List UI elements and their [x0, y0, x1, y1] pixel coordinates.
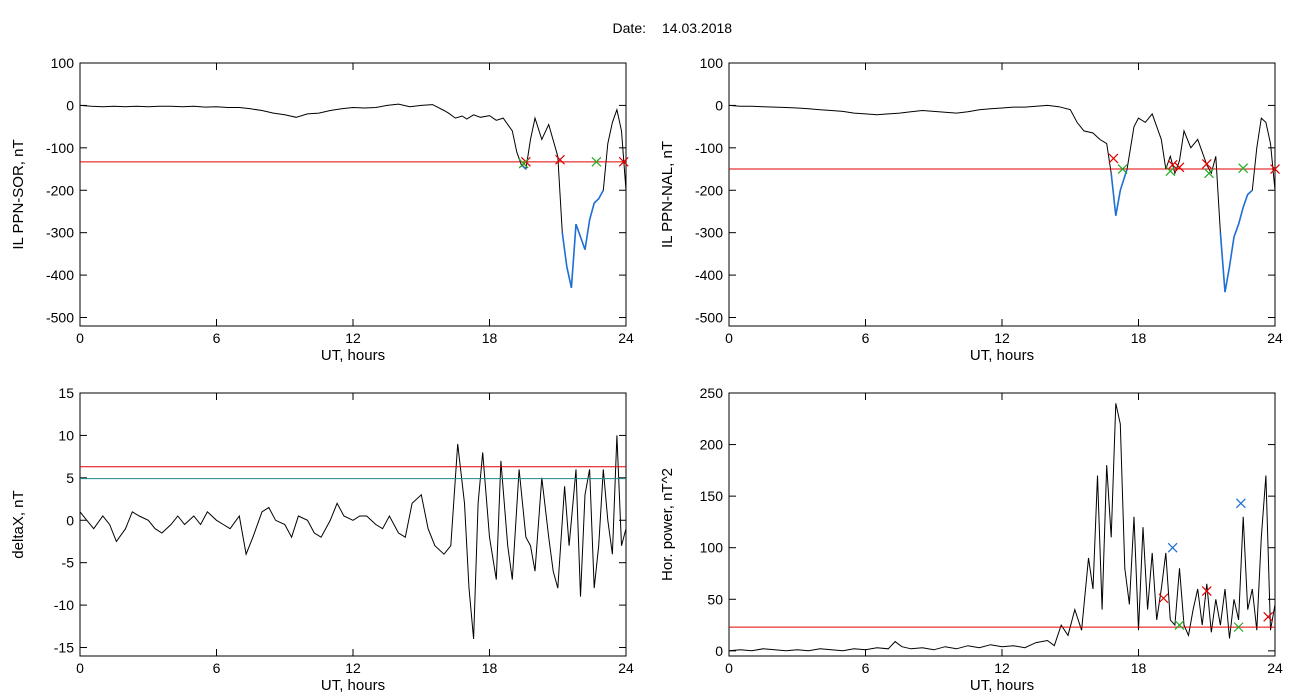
- y-tick-label: -500: [46, 310, 74, 326]
- y-tick-label: 100: [700, 540, 724, 556]
- series-line-0: [729, 403, 1275, 652]
- chart-panel-bl: 0 6 12 18 24 15 10 5 0 -5 -10 -15 UT, hours deltaX, n…: [10, 385, 634, 694]
- y-tick-label: 5: [66, 470, 74, 486]
- marker-green: [591, 156, 602, 167]
- x-tick-label: 0: [725, 330, 733, 346]
- x-tick-label: 18: [482, 330, 498, 346]
- x-axis-label: UT, hours: [321, 347, 385, 364]
- x-tick-label: 12: [345, 660, 361, 676]
- plot-frame: [79, 62, 627, 327]
- y-tick-label: -5: [62, 555, 75, 571]
- plot-area: [729, 104, 1275, 293]
- y-tick-label: -10: [54, 597, 74, 613]
- marker-blue: [1235, 498, 1246, 509]
- marker-red: [618, 156, 629, 167]
- y-tick-label: 150: [700, 488, 724, 504]
- x-tick-label: 12: [994, 660, 1010, 676]
- y-tick-label: -200: [695, 182, 723, 198]
- plot-frame: [728, 62, 1276, 327]
- chart-panel-tl: 0 6 12 18 24 100 0 -100 -200 -300 -400 -500 UT, hour…: [10, 55, 634, 364]
- series-line-0: [80, 435, 626, 640]
- marker-red: [1263, 611, 1274, 622]
- y-axis-label: Hor. power, nT^2: [659, 468, 676, 581]
- y-axis-label: IL PPN-NAL, nT: [659, 141, 676, 248]
- x-tick-label: 24: [1267, 330, 1283, 346]
- y-tick-label: -400: [695, 267, 723, 283]
- plot-area: [80, 103, 626, 288]
- chart-panel-br: 0 6 12 18 24 250 200 150 100 50 0 UT, hours Hor. pow…: [659, 385, 1283, 694]
- plot-area: [80, 435, 626, 640]
- y-tick-label: -100: [695, 140, 723, 156]
- y-tick-label: 100: [51, 55, 75, 71]
- marker-red: [1270, 164, 1280, 174]
- plot-area: [729, 403, 1275, 652]
- x-tick-label: 6: [862, 660, 870, 676]
- y-tick-label: -300: [46, 225, 74, 241]
- y-tick-label: -15: [54, 640, 74, 656]
- series-line-0: [80, 103, 626, 288]
- marker-red: [1201, 159, 1212, 169]
- y-tick-label: 200: [700, 437, 724, 453]
- y-tick-label: 0: [66, 97, 74, 113]
- plot-frame: [79, 392, 627, 657]
- marker-green: [518, 158, 529, 169]
- x-tick-label: 6: [862, 330, 870, 346]
- y-tick-label: -500: [695, 310, 723, 326]
- y-tick-label: -200: [46, 182, 74, 198]
- y-tick-label: 100: [700, 55, 724, 71]
- marker-red: [1108, 153, 1119, 164]
- y-tick-label: -300: [695, 225, 723, 241]
- x-tick-label: 0: [76, 330, 84, 346]
- y-tick-label: -100: [46, 140, 74, 156]
- x-tick-label: 0: [76, 660, 84, 676]
- marker-green: [1174, 620, 1185, 630]
- marker-green: [1238, 163, 1249, 174]
- x-axis-label: UT, hours: [970, 347, 1034, 364]
- marker-red: [1201, 586, 1212, 596]
- marker-green: [1165, 166, 1176, 177]
- marker-green: [1117, 164, 1128, 174]
- x-tick-label: 18: [482, 660, 498, 676]
- x-tick-label: 24: [618, 660, 634, 676]
- y-tick-label: 250: [700, 385, 724, 401]
- marker-red: [1174, 162, 1185, 173]
- marker-red: [1158, 593, 1169, 604]
- x-tick-label: 24: [1267, 660, 1283, 676]
- y-tick-label: 0: [715, 643, 723, 659]
- x-axis-label: UT, hours: [970, 677, 1034, 694]
- marker-green: [1204, 168, 1214, 179]
- y-tick-label: 15: [58, 385, 74, 401]
- y-tick-label: 0: [66, 512, 74, 528]
- x-axis-label: UT, hours: [321, 677, 385, 694]
- below-threshold-segment: [561, 189, 605, 288]
- marker-blue: [1167, 542, 1178, 553]
- marker-red: [555, 154, 565, 165]
- plot-frame: [728, 392, 1276, 657]
- marker-red: [1167, 159, 1178, 170]
- x-tick-label: 6: [213, 660, 221, 676]
- x-tick-label: 6: [213, 330, 221, 346]
- y-axis-label: IL PPN-SOR, nT: [10, 139, 27, 249]
- marker-green: [1233, 622, 1244, 633]
- date-label: Date:: [613, 20, 646, 36]
- x-tick-label: 18: [1131, 660, 1147, 676]
- y-tick-label: 0: [715, 97, 723, 113]
- y-tick-label: -400: [46, 267, 74, 283]
- x-tick-label: 0: [725, 660, 733, 676]
- x-tick-label: 12: [345, 330, 361, 346]
- below-threshold-segment: [1110, 168, 1128, 216]
- x-tick-label: 24: [618, 330, 634, 346]
- date-value: 14.03.2018: [662, 20, 732, 36]
- series-line-0: [729, 104, 1275, 293]
- x-tick-label: 18: [1131, 330, 1147, 346]
- below-threshold-segment: [1219, 189, 1253, 293]
- x-tick-label: 12: [994, 330, 1010, 346]
- chart-panel-tr: 0 6 12 18 24 100 0 -100 -200 -300 -400 -500 UT, hour…: [659, 55, 1283, 364]
- y-axis-label: deltaX, nT: [10, 490, 27, 558]
- y-tick-label: 50: [707, 591, 723, 607]
- y-tick-label: 10: [58, 427, 74, 443]
